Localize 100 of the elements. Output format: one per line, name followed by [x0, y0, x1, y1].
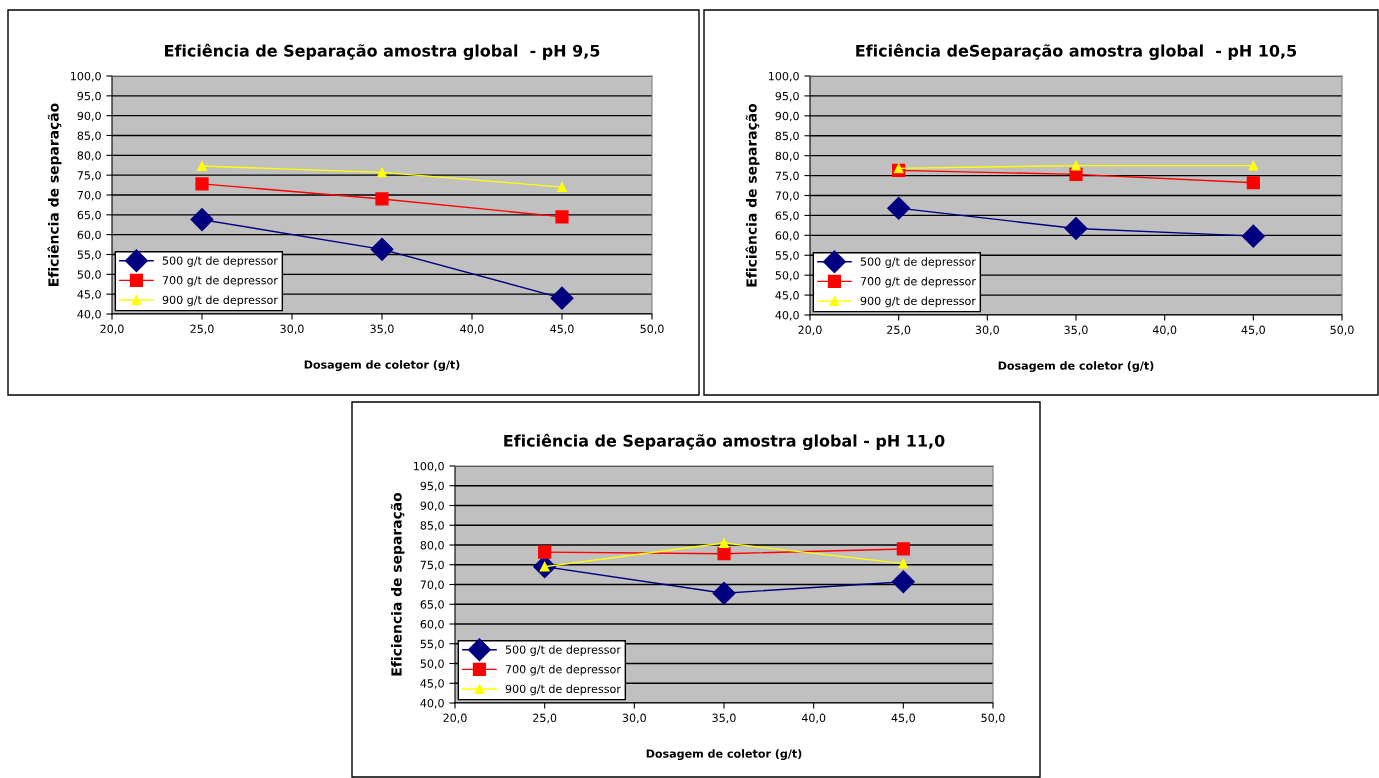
point — [1064, 217, 1088, 241]
y-tick-label: 100,0 — [70, 71, 101, 82]
point — [717, 547, 731, 561]
y-tick-label: 65,0 — [420, 600, 444, 610]
x-tick-label: 25,0 — [887, 325, 911, 336]
y-tick-label: 50,0 — [77, 270, 101, 280]
chart-title: Eficiência de Separação amostra global - pH 9,5 — [165, 43, 600, 60]
y-axis-title: Eficiencia de separação — [390, 492, 405, 676]
y-tick-label: 55,0 — [420, 639, 444, 650]
y-tick-label: 85,0 — [775, 131, 799, 142]
x-tick-label: 35,0 — [370, 324, 394, 335]
y-tick-label: 90,0 — [775, 111, 799, 122]
y-tick-label: 55,0 — [775, 251, 799, 261]
y-tick-label: 80,0 — [77, 151, 101, 161]
y-tick-label: 45,0 — [77, 290, 101, 300]
y-tick-label: 45,0 — [420, 679, 444, 689]
point — [557, 182, 567, 192]
point — [887, 196, 911, 220]
y-tick-label: 95,0 — [775, 91, 799, 102]
y-tick-label: 90,0 — [77, 111, 101, 122]
point — [190, 208, 214, 232]
point — [370, 237, 394, 261]
y-tick-label: 80,0 — [775, 151, 799, 162]
legend-label: 700 g/t de depressor — [505, 664, 621, 676]
x-tick-label: 40,0 — [1152, 325, 1177, 336]
y-tick-label: 40,0 — [420, 698, 444, 709]
point — [197, 161, 207, 171]
x-tick-label: 25,0 — [533, 713, 557, 724]
y-tick-label: 75,0 — [77, 171, 101, 181]
y-axis-title: Eficiência de separação — [745, 103, 760, 287]
y-tick-label: 100,0 — [768, 71, 799, 82]
x-tick-label: 20,0 — [100, 324, 124, 335]
point — [1071, 160, 1081, 171]
y-tick-label: 50,0 — [775, 271, 799, 281]
y-tick-label: 40,0 — [775, 310, 799, 321]
y-tick-label: 70,0 — [420, 580, 444, 591]
y-tick-label: 65,0 — [77, 210, 101, 221]
legend-label: 500 g/t de depressor — [860, 257, 976, 268]
point — [375, 192, 389, 206]
point — [898, 558, 909, 569]
y-tick-label: 55,0 — [77, 250, 101, 261]
y-tick-label: 60,0 — [420, 619, 444, 630]
x-axis-title: Dosagem de coletor (g/t) — [998, 361, 1154, 373]
point — [195, 177, 209, 191]
x-axis-title: Dosagem de coletor (g/t) — [646, 749, 802, 761]
y-tick-label: 70,0 — [775, 191, 799, 202]
legend-label: 500 g/t de depressor — [505, 645, 621, 656]
y-axis-title: Eficiência de separação — [47, 103, 62, 286]
y-tick-label: 50,0 — [420, 659, 444, 670]
x-tick-label: 20,0 — [443, 713, 467, 724]
legend-label: 700 g/t de depressor — [162, 275, 278, 287]
x-tick-label: 50,0 — [1330, 325, 1354, 336]
y-tick-label: 95,0 — [77, 91, 101, 102]
x-tick-label: 50,0 — [981, 713, 1005, 724]
y-tick-label: 100,0 — [413, 461, 444, 472]
x-tick-label: 20,0 — [798, 325, 822, 336]
point — [1246, 176, 1260, 190]
point — [550, 286, 574, 310]
point — [1248, 160, 1259, 171]
x-tick-label: 35,0 — [712, 713, 736, 724]
y-tick-label: 90,0 — [420, 501, 444, 512]
y-tick-label: 70,0 — [77, 190, 101, 201]
y-tick-label: 85,0 — [420, 521, 444, 531]
y-tick-label: 45,0 — [775, 291, 799, 301]
x-tick-label: 30,0 — [280, 324, 304, 335]
x-tick-label: 45,0 — [1241, 325, 1265, 336]
point — [538, 545, 552, 559]
x-tick-label: 50,0 — [640, 324, 664, 335]
x-tick-label: 35,0 — [1064, 325, 1088, 336]
legend-label: 900 g/t de depressor — [162, 295, 278, 307]
point — [555, 210, 569, 224]
chart-title: Eficiência de Separação amostra global - pH 11,0 — [504, 433, 945, 450]
y-tick-label: 80,0 — [420, 540, 444, 551]
x-tick-label: 40,0 — [460, 324, 484, 335]
x-tick-label: 25,0 — [190, 324, 214, 335]
legend-label: 900 g/t de depressor — [860, 296, 976, 308]
y-tick-label: 85,0 — [77, 131, 101, 142]
chart-title: Eficiência deSeparação amostra global - pH 10,5 — [856, 43, 1297, 60]
x-axis-title: Dosagem de coletor (g/t) — [304, 360, 460, 372]
x-tick-label: 30,0 — [975, 325, 999, 336]
point — [891, 570, 915, 594]
y-tick-label: 65,0 — [775, 211, 799, 221]
point — [719, 538, 729, 548]
y-tick-label: 75,0 — [420, 560, 444, 571]
y-tick-label: 40,0 — [77, 309, 101, 320]
point — [1241, 224, 1265, 248]
x-tick-label: 40,0 — [801, 713, 826, 724]
x-tick-label: 45,0 — [550, 324, 574, 335]
legend-label: 700 g/t de depressor — [860, 276, 976, 288]
x-tick-label: 45,0 — [891, 713, 915, 724]
point — [377, 167, 387, 178]
legend-label: 900 g/t de depressor — [505, 684, 621, 696]
x-tick-label: 30,0 — [622, 713, 646, 724]
y-tick-label: 60,0 — [775, 231, 799, 241]
point — [896, 542, 910, 556]
y-tick-label: 75,0 — [775, 171, 799, 182]
y-tick-label: 95,0 — [420, 481, 444, 492]
legend-label: 500 g/t de depressor — [162, 256, 278, 267]
y-tick-label: 60,0 — [77, 230, 101, 241]
point — [712, 581, 736, 605]
